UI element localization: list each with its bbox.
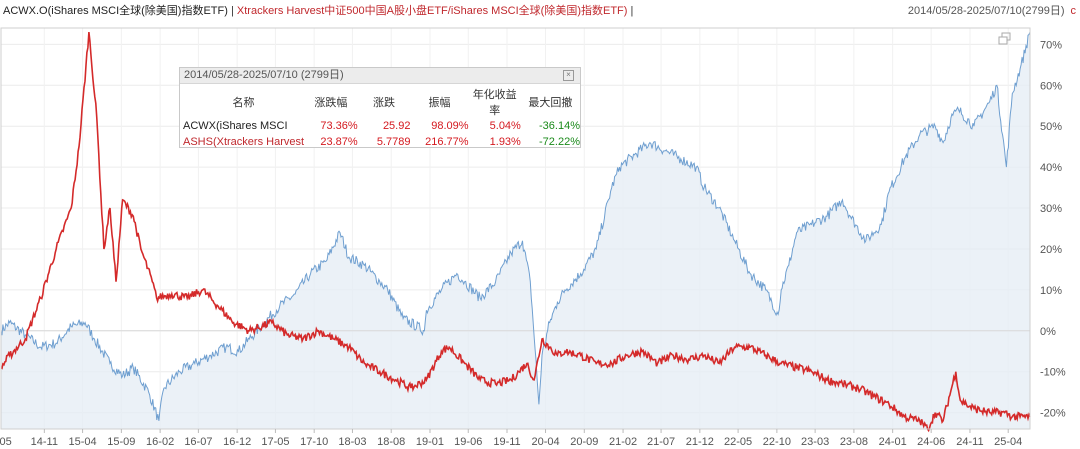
row-amplitude: 216.77% bbox=[425, 136, 469, 148]
stats-date-range: 2014/05/28-2025/07/10 (2799日) bbox=[184, 69, 344, 81]
y-tick-label: 10% bbox=[1040, 285, 1062, 297]
x-tick-label: 20-04 bbox=[531, 436, 559, 448]
x-tick-label: 19-01 bbox=[416, 436, 444, 448]
y-tick-label: 70% bbox=[1040, 39, 1062, 51]
row-change: 5.7789 bbox=[376, 136, 411, 148]
y-axis-ticks: -20% -10% 0% 10% 20% 30% 40% 50% 60% 70% bbox=[1040, 39, 1066, 419]
y-tick-label: 50% bbox=[1040, 121, 1062, 133]
stats-table-header: 名称 涨跌幅 涨跌 振幅 年化收益率 最大回撤 bbox=[183, 86, 580, 118]
stats-tooltip[interactable]: 2014/05/28-2025/07/10 (2799日) × 名称 涨跌幅 涨… bbox=[179, 67, 581, 148]
row-max-drawdown: -36.14% bbox=[539, 120, 580, 132]
x-tick-label: 25-04 bbox=[994, 436, 1022, 448]
x-tick-label: 24-06 bbox=[917, 436, 945, 448]
acwx-area-fill bbox=[1, 32, 1030, 429]
x-tick-label: 16-02 bbox=[146, 436, 174, 448]
y-tick-label: 20% bbox=[1040, 244, 1062, 256]
x-tick-label: 19-06 bbox=[454, 436, 482, 448]
x-tick-label: 23-03 bbox=[801, 436, 829, 448]
restore-window-icon[interactable] bbox=[998, 32, 1012, 46]
y-tick-label: -10% bbox=[1040, 367, 1066, 379]
y-tick-label: 40% bbox=[1040, 162, 1062, 174]
x-tick-label: 14-05 bbox=[0, 436, 12, 448]
row-annualized: 1.93% bbox=[489, 136, 521, 148]
x-tick-label: 22-10 bbox=[763, 436, 791, 448]
table-row[interactable]: ASHS(Xtrackers Harvest 23.87% 5.7789 216… bbox=[183, 134, 580, 150]
y-tick-label: -20% bbox=[1040, 408, 1066, 420]
x-tick-label: 23-08 bbox=[840, 436, 868, 448]
x-tick-label: 24-01 bbox=[879, 436, 907, 448]
x-tick-label: 15-04 bbox=[69, 436, 97, 448]
x-tick-label: 19-11 bbox=[493, 436, 520, 448]
plot-border bbox=[0, 27, 1031, 430]
chart-header: ACWX.O(iShares MSCI全球(除美国)指数ETF) | Xtrac… bbox=[0, 0, 1080, 18]
col-amplitude: 振幅 bbox=[428, 97, 451, 109]
right-marker: c bbox=[1070, 5, 1077, 17]
table-row[interactable]: ACWX(iShares MSCI 73.36% 25.92 98.09% 5.… bbox=[183, 118, 580, 134]
x-tick-label: 24-11 bbox=[956, 436, 983, 448]
col-max-drawdown: 最大回撤 bbox=[528, 97, 573, 109]
x-tick-label: 22-05 bbox=[724, 436, 752, 448]
stats-tooltip-header: 2014/05/28-2025/07/10 (2799日) × bbox=[180, 68, 580, 84]
row-change-pct: 73.36% bbox=[320, 120, 358, 132]
x-tick-label: 21-07 bbox=[647, 436, 675, 448]
col-name: 名称 bbox=[232, 97, 255, 109]
x-tick-label: 18-03 bbox=[338, 436, 366, 448]
row-annualized: 5.04% bbox=[489, 120, 521, 132]
row-name: ASHS(Xtrackers Harvest bbox=[183, 136, 305, 148]
x-tick-label: 17-05 bbox=[261, 436, 289, 448]
chart-title: ACWX.O(iShares MSCI全球(除美国)指数ETF) | Xtrac… bbox=[3, 2, 633, 18]
date-range-text: 2014/05/28-2025/07/10(2799日) bbox=[907, 5, 1065, 17]
x-tick-label: 14-11 bbox=[31, 436, 58, 448]
x-tick-label: 18-08 bbox=[377, 436, 405, 448]
row-name: ACWX(iShares MSCI bbox=[183, 120, 288, 132]
ashs-series-line bbox=[0, 32, 1031, 433]
title-separator: | bbox=[227, 5, 237, 17]
col-change-pct: 涨跌幅 bbox=[314, 97, 348, 109]
y-tick-label: 60% bbox=[1040, 80, 1062, 92]
x-tick-label: 21-12 bbox=[686, 436, 714, 448]
row-change: 25.92 bbox=[382, 120, 411, 132]
row-max-drawdown: -72.22% bbox=[539, 136, 580, 148]
close-icon[interactable]: × bbox=[563, 70, 574, 81]
x-tick-label: 15-09 bbox=[107, 436, 135, 448]
y-tick-label: 0% bbox=[1040, 326, 1056, 338]
col-change: 涨跌 bbox=[373, 97, 396, 109]
y-tick-label: 30% bbox=[1040, 203, 1062, 215]
x-tick-label: 16-12 bbox=[223, 436, 251, 448]
series2-title: Xtrackers Harvest中证500中国A股小盘ETF/iShares … bbox=[236, 5, 628, 17]
title-separator-tail: | bbox=[627, 5, 634, 17]
series1-title: ACWX.O(iShares MSCI全球(除美国)指数ETF) bbox=[3, 5, 228, 17]
row-change-pct: 23.87% bbox=[320, 136, 358, 148]
acwx-series-line bbox=[0, 31, 1031, 421]
row-amplitude: 98.09% bbox=[431, 120, 469, 132]
line-chart: -20%-10%0%10%20%30%40%50%60%70% 14-0514-… bbox=[0, 27, 1066, 448]
x-tick-label: 16-07 bbox=[184, 436, 212, 448]
x-tick-label: 21-02 bbox=[609, 436, 637, 448]
x-tick-label: 17-10 bbox=[300, 436, 328, 448]
x-axis-ticks: 14-05 14-11 15-04 15-09 16-02 16-07 16-12 17-05… bbox=[0, 429, 1022, 448]
x-tick-label: 20-09 bbox=[570, 436, 598, 448]
date-range-label[interactable]: 2014/05/28-2025/07/10(2799日) c bbox=[908, 2, 1076, 18]
stats-table: 名称 涨跌幅 涨跌 振幅 年化收益率 最大回撤 ACWX(iShares MSC… bbox=[183, 86, 580, 150]
col-annualized: 年化收益率 bbox=[472, 89, 517, 117]
